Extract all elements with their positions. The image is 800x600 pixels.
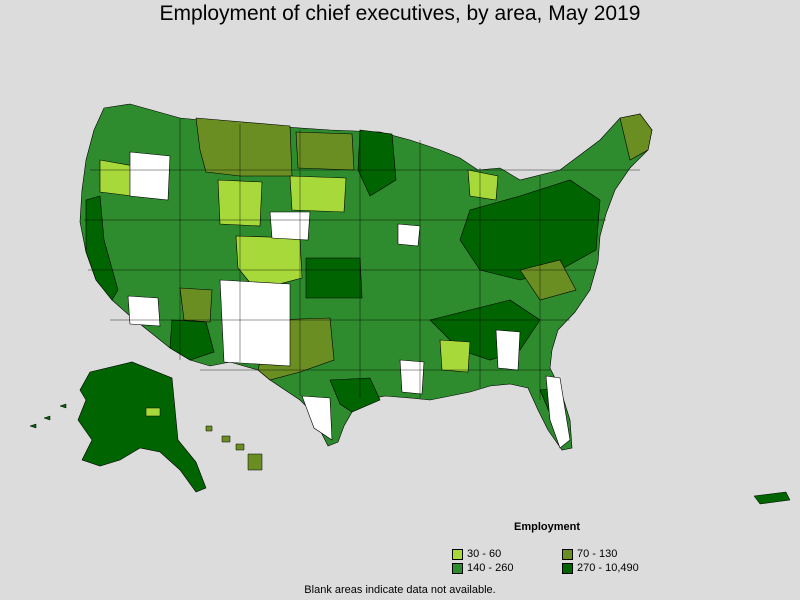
region-olive-maine [619,113,653,161]
contiguous-us [79,103,653,451]
legend-item: 270 - 10,490 [562,562,639,574]
region-blank-mississippi [399,359,425,395]
legend-label: 270 - 10,490 [577,562,639,574]
region-blank-nevada [129,151,171,201]
aleutian-islands [29,403,67,429]
region-blank-texas [301,395,333,441]
region-dark-midwest [357,129,397,197]
legend-swatch [562,562,573,574]
region-olive-dakota [295,131,355,171]
legend-label: 70 - 130 [577,548,618,560]
footnote: Blank areas indicate data not available. [304,584,496,596]
region-blank-southeast [495,329,521,371]
region-olive-nm [179,287,213,323]
alaska [77,361,207,493]
map-title: Employment of chief executives, by area,… [159,2,641,25]
region-blank-arizona [127,295,161,327]
region-blank-newmexico [219,279,291,367]
legend-label: 30 - 60 [467,548,502,560]
legend-swatch [452,548,463,560]
legend-title: Employment [514,521,581,533]
region-light-south [439,339,471,373]
hawaii [205,425,263,471]
region-blank-wyoming [269,211,311,241]
legend-item: 30 - 60 [452,548,501,560]
legend-label: 140 - 260 [467,562,514,574]
region-dark-southwest [169,319,215,361]
legend-swatch [452,562,463,574]
region-light-michigan [467,169,499,201]
legend-item: 70 - 130 [562,548,617,560]
region-dark-west-coast [85,195,119,301]
region-blank-florida [545,375,571,449]
legend-item: 140 - 260 [452,562,513,574]
area-boundaries [84,118,640,400]
legend-swatch [562,548,573,560]
region-olive-montana [195,117,293,177]
region-light-dakota [289,175,347,213]
puerto-rico [753,491,791,505]
alaska-light-area [145,407,161,417]
region-dark-texas [329,377,381,413]
region-dark-kansas [305,257,363,299]
region-light-idaho [99,159,135,197]
region-dark-east [459,179,601,281]
region-blank-midwest [397,223,421,247]
